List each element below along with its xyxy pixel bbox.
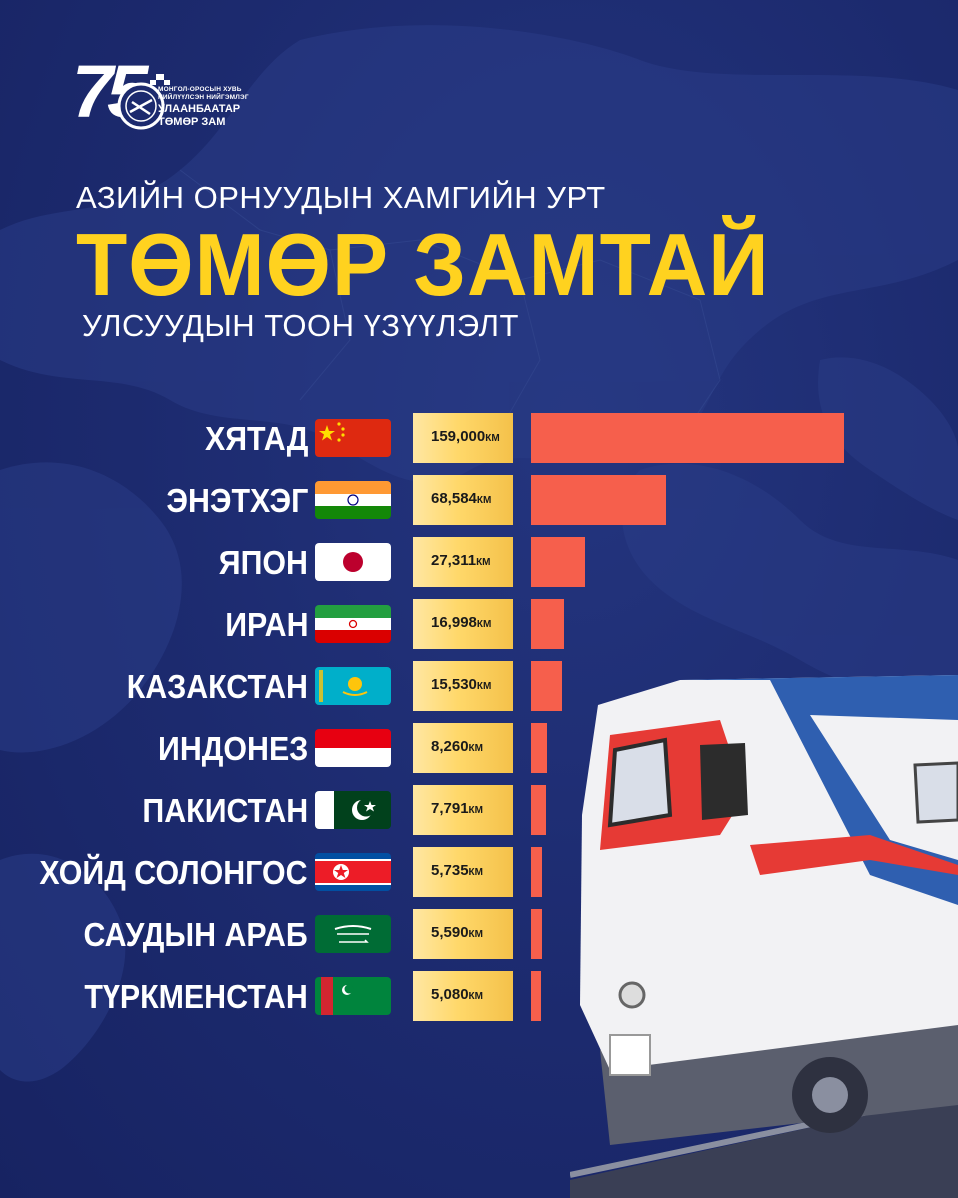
- data-label-unit: КМ: [468, 991, 483, 1002]
- bar: [531, 413, 844, 463]
- chart-row: ИРАН 16,998КМ: [0, 599, 958, 649]
- data-label: 8,260КМ: [431, 738, 483, 755]
- railway-emblem-icon: [117, 74, 170, 130]
- value-box: 5,080КМ: [413, 971, 513, 1021]
- chart-row: ЯПОН 27,311КМ: [0, 537, 958, 587]
- category-label: ХЯТАД: [204, 420, 308, 457]
- data-label-value: 8,260: [431, 738, 469, 755]
- value-box: 8,260КМ: [413, 723, 513, 773]
- chart-row: КАЗАКСТАН 15,530КМ: [0, 661, 958, 711]
- data-label: 5,080КМ: [431, 986, 483, 1003]
- chart-row: ИНДОНЕЗ 8,260КМ: [0, 723, 958, 773]
- data-label-unit: КМ: [468, 929, 483, 940]
- logo-line4: ТӨМӨР ЗАМ: [158, 116, 226, 128]
- category-label: ТҮРКМЕНСТАН: [84, 978, 308, 1015]
- data-label: 15,530КМ: [431, 676, 491, 693]
- data-label-value: 5,735: [431, 862, 469, 879]
- logo-line2: НИЙЛҮҮЛСЭН НИЙГЭМЛЭГ: [158, 94, 249, 101]
- kazakhstan-flag-icon: [315, 667, 391, 705]
- data-label: 68,584КМ: [431, 490, 491, 507]
- category-label: ИНДОНЕЗ: [157, 730, 308, 767]
- data-label-value: 159,000: [431, 428, 486, 445]
- value-box: 16,998КМ: [413, 599, 513, 649]
- data-label: 159,000КМ: [431, 428, 500, 445]
- category-label: ЭНЭТХЭГ: [166, 482, 308, 519]
- value-box: 27,311КМ: [413, 537, 513, 587]
- data-label-unit: КМ: [485, 433, 500, 444]
- data-label-unit: КМ: [468, 743, 483, 754]
- category-label: ИРАН: [224, 606, 308, 643]
- data-label: 5,735КМ: [431, 862, 483, 879]
- category-label: САУДЫН АРАБ: [83, 916, 308, 953]
- heading-top: АЗИЙН ОРНУУДЫН ХАМГИЙН УРТ: [76, 180, 606, 215]
- data-label-unit: КМ: [476, 557, 491, 568]
- value-box: 15,530КМ: [413, 661, 513, 711]
- data-label-unit: КМ: [468, 805, 483, 816]
- bar: [531, 909, 542, 959]
- china-flag-icon: [315, 419, 391, 457]
- bar: [531, 847, 542, 897]
- bar: [531, 723, 547, 773]
- category-label: ЯПОН: [218, 544, 308, 581]
- iran-flag-icon: [315, 605, 391, 643]
- data-label: 5,590КМ: [431, 924, 483, 941]
- saudi-arabia-flag-icon: [315, 915, 391, 953]
- bar: [531, 785, 546, 835]
- data-label: 27,311КМ: [431, 552, 491, 569]
- bar: [531, 599, 564, 649]
- bar: [531, 971, 541, 1021]
- heading-sub: УЛСУУДЫН ТООН ҮЗҮҮЛЭЛТ: [82, 308, 519, 343]
- indonesia-flag-icon: [315, 729, 391, 767]
- india-flag-icon: [315, 481, 391, 519]
- category-label: КАЗАКСТАН: [126, 668, 308, 705]
- bar: [531, 475, 666, 525]
- value-box: 7,791КМ: [413, 785, 513, 835]
- data-label-value: 5,590: [431, 924, 469, 941]
- data-label-value: 15,530: [431, 676, 477, 693]
- data-label-unit: КМ: [476, 681, 492, 692]
- value-box: 5,735КМ: [413, 847, 513, 897]
- category-label: ПАКИСТАН: [142, 792, 308, 829]
- chart-row: ЭНЭТХЭГ 68,584КМ: [0, 475, 958, 525]
- data-label-unit: КМ: [476, 619, 492, 630]
- data-label-value: 7,791: [431, 800, 469, 817]
- pakistan-flag-icon: [315, 791, 391, 829]
- turkmenistan-flag-icon: [315, 977, 391, 1015]
- chart-row: ТҮРКМЕНСТАН 5,080КМ: [0, 971, 958, 1021]
- data-label-value: 5,080: [431, 986, 469, 1003]
- data-label: 16,998КМ: [431, 614, 491, 631]
- north-korea-flag-icon: [315, 853, 391, 891]
- bar: [531, 537, 585, 587]
- data-label-value: 27,311: [431, 552, 477, 569]
- data-label: 7,791КМ: [431, 800, 483, 817]
- chart-row: ХОЙД СОЛОНГОС 5,735КМ: [0, 847, 958, 897]
- chart-row: ПАКИСТАН 7,791КМ: [0, 785, 958, 835]
- chart-row: ХЯТАД 159,000КМ: [0, 413, 958, 463]
- data-label-unit: КМ: [476, 495, 492, 506]
- logo-line1: МОНГОЛ-ОРОСЫН ХУВЬ: [158, 86, 242, 93]
- chart-row: САУДЫН АРАБ 5,590КМ: [0, 909, 958, 959]
- train-illustration: [570, 675, 958, 1198]
- logo-text: МОНГОЛ-ОРОСЫН ХУВЬ НИЙЛҮҮЛСЭН НИЙГЭМЛЭГ …: [158, 86, 249, 128]
- value-box: 5,590КМ: [413, 909, 513, 959]
- data-label-value: 16,998: [431, 614, 477, 631]
- category-label: ХОЙД СОЛОНГОС: [39, 854, 308, 891]
- logo: 75 МОНГОЛ-ОРОСЫН ХУВЬ НИЙЛҮҮЛСЭН НИЙГЭМЛ…: [72, 52, 272, 142]
- bar: [531, 661, 562, 711]
- heading-main: ТӨМӨР ЗАМТАЙ: [76, 215, 770, 314]
- value-box: 159,000КМ: [413, 413, 513, 463]
- logo-line3: УЛААНБААТАР: [158, 103, 241, 115]
- japan-flag-icon: [315, 543, 391, 581]
- value-box: 68,584КМ: [413, 475, 513, 525]
- data-label-unit: КМ: [468, 867, 483, 878]
- data-label-value: 68,584: [431, 490, 477, 507]
